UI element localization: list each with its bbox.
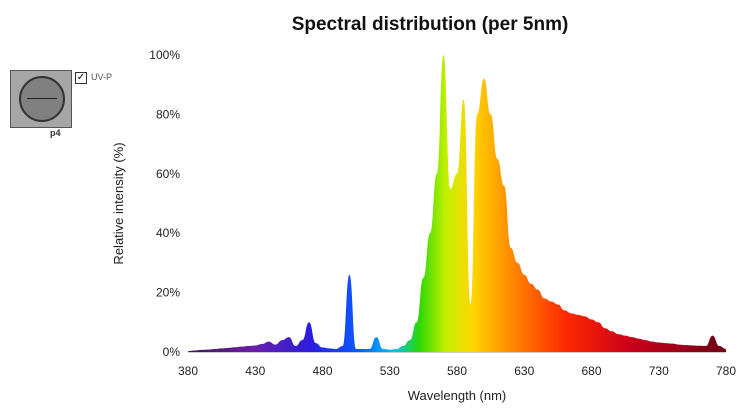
lamp-line [27,98,57,99]
x-tick-label: 580 [447,364,467,378]
uvp-checkbox-label: UV-P [91,72,113,82]
x-tick-label: 480 [312,364,332,378]
lamp-caption: p4 [50,128,61,138]
y-tick-label: 80% [156,107,180,121]
x-tick-label: 630 [514,364,534,378]
x-tick-label: 380 [178,364,198,378]
uvp-checkbox[interactable]: ✓ [75,72,87,84]
x-tick-label: 530 [380,364,400,378]
lamp-thumbnail[interactable] [10,70,72,128]
y-tick-label: 40% [156,226,180,240]
y-tick-label: 100% [149,48,180,62]
chart-title: Spectral distribution (per 5nm) [291,14,569,35]
y-tick-label: 60% [156,167,180,181]
x-tick-label: 430 [245,364,265,378]
y-tick-label: 0% [163,345,181,359]
y-tick-label: 20% [156,286,180,300]
axis-labels: 380 430 480 530 580 630 680 730 780 0% 20% 40% 60% 80… [111,48,736,403]
spectrum-area [188,55,726,352]
x-axis-label: Wavelength (nm) [408,388,507,403]
x-tick-label: 780 [716,364,736,378]
y-axis-label: Relative intensity (%) [111,142,126,264]
lamp-icon [19,76,65,122]
x-tick-label: 680 [581,364,601,378]
x-tick-label: 730 [649,364,669,378]
